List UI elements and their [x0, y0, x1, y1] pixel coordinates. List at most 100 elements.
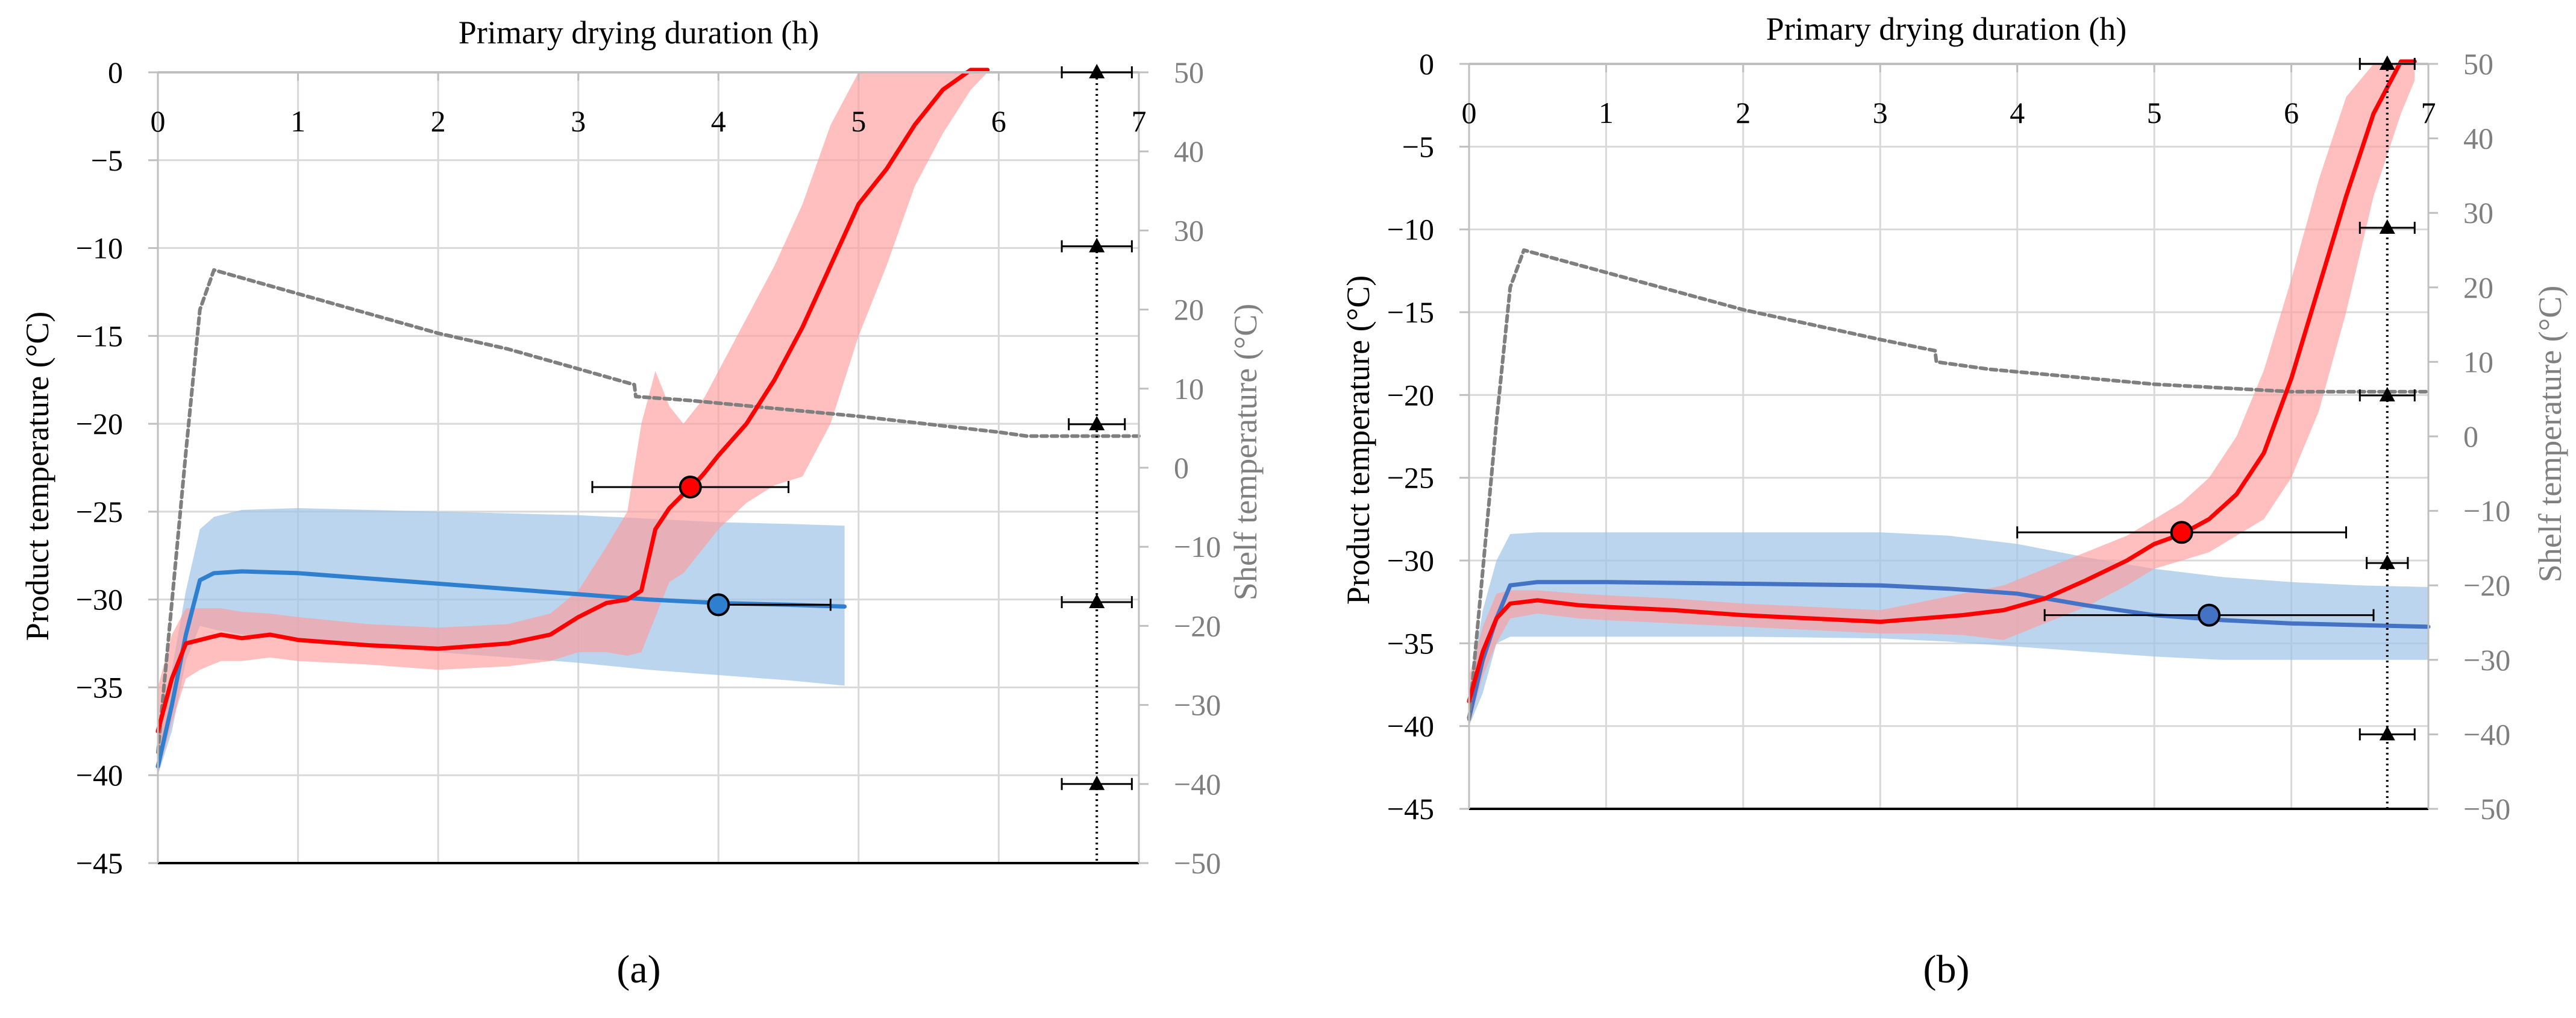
y2-tick-label: 40 [2463, 122, 2493, 156]
y-tick-label: 0 [108, 55, 123, 89]
y-tick-label: −15 [76, 319, 123, 353]
x-tick-label: 5 [2147, 96, 2162, 130]
shelf-temperature-line [1467, 248, 2430, 721]
y-tick-label: −30 [1387, 544, 1434, 577]
x-tick-label: 1 [1599, 96, 1614, 130]
y-tick-label: −35 [1387, 626, 1434, 660]
y-axis-title: Product temperature (°C) [19, 312, 55, 641]
blue-endpoint-marker [2198, 603, 2221, 627]
y2-tick-label: 50 [2463, 47, 2493, 81]
y2-tick-label: 50 [1174, 55, 1204, 89]
tick-labels: 0−5−10−15−20−25−30−35−40−4550403020100−1… [1387, 47, 2510, 826]
x-tick-label: 5 [851, 104, 866, 138]
red-endpoint-marker [2170, 521, 2193, 544]
red-error-band [1469, 64, 2415, 726]
x-tick-label: 6 [2284, 96, 2299, 130]
y-tick-label: −25 [76, 495, 123, 529]
reference-triangle-marker [2379, 55, 2395, 70]
reference-line [1061, 64, 1133, 863]
y-tick-label: −40 [1387, 709, 1434, 743]
series-lines [155, 68, 1141, 769]
y-tick-label: −5 [91, 143, 123, 177]
reference-triangle-marker [1089, 237, 1105, 253]
x-tick-label: 2 [431, 104, 446, 138]
axes [148, 71, 1149, 864]
y-tick-label: −45 [1387, 792, 1434, 826]
x-tick-label: 4 [711, 104, 726, 138]
endpoint-markers [2016, 521, 2375, 627]
y-axis-title: Product temperature (°C) [1340, 275, 1376, 605]
reference-line [2358, 55, 2416, 809]
y2-tick-label: −10 [1174, 530, 1221, 564]
y2-tick-label: 20 [2463, 271, 2493, 304]
y-tick-label: −25 [1387, 461, 1434, 495]
y-tick-label: −30 [76, 583, 123, 617]
y2-tick-label: 30 [2463, 196, 2493, 230]
blue-endpoint-marker [707, 593, 730, 617]
shelf-temperature-line [156, 268, 1141, 755]
y2-tick-label: 30 [1174, 213, 1204, 247]
error-bands [1469, 64, 2428, 726]
axes [1459, 63, 2438, 810]
y-tick-label: −15 [1387, 295, 1434, 329]
x-tick-label: 4 [2010, 96, 2025, 130]
reference-triangle-marker [2379, 219, 2395, 234]
y2-tick-label: 0 [1174, 451, 1189, 485]
reference-triangle-marker [2379, 726, 2395, 741]
endpoint-markers [591, 476, 832, 617]
chart-panel-b: 0−5−10−15−20−25−30−35−40−4550403020100−1… [1340, 11, 2568, 991]
y2-tick-label: −30 [1174, 688, 1221, 722]
y2-axis-title: Shelf temperature (°C) [1227, 304, 1264, 600]
y2-tick-label: 20 [1174, 293, 1204, 327]
x-tick-label: 7 [1132, 104, 1147, 138]
y2-tick-label: −50 [1174, 846, 1221, 880]
x-tick-label: 6 [991, 104, 1006, 138]
x-tick-label: 2 [1735, 96, 1750, 130]
y2-tick-label: −40 [1174, 767, 1221, 801]
y2-axis-title: Shelf temperature (°C) [2532, 286, 2568, 582]
blue-product-temperature-line [1467, 580, 2431, 720]
y-tick-label: 0 [1419, 47, 1434, 81]
x-axis-title: Primary drying duration (h) [459, 14, 819, 51]
y2-tick-label: −30 [2463, 643, 2510, 677]
y2-tick-label: 0 [2463, 419, 2478, 453]
y-tick-label: −5 [1402, 130, 1434, 163]
x-tick-label: 3 [571, 104, 586, 138]
x-tick-label: 0 [151, 104, 166, 138]
series-lines [1467, 59, 2431, 721]
y2-tick-label: −20 [1174, 609, 1221, 643]
panel-label-a: (a) [616, 947, 660, 991]
y-tick-label: −45 [76, 846, 123, 880]
x-tick-label: 3 [1873, 96, 1888, 130]
x-tick-label: 0 [1462, 96, 1477, 130]
x-tick-label: 7 [2421, 96, 2436, 130]
y-tick-label: −10 [1387, 213, 1434, 247]
blue-product-temperature-line [155, 569, 847, 769]
y2-tick-label: −10 [2463, 494, 2510, 528]
reference-triangle-marker [1089, 415, 1105, 430]
chart-panel-a: 0−5−10−15−20−25−30−35−40−4550403020100−1… [19, 14, 1264, 991]
y2-tick-label: −20 [2463, 568, 2510, 602]
x-tick-label: 1 [290, 104, 306, 138]
reference-triangle-marker [1089, 775, 1105, 790]
y-tick-label: −10 [76, 231, 123, 265]
tick-labels: 0−5−10−15−20−25−30−35−40−4550403020100−1… [76, 55, 1221, 880]
y2-tick-label: 40 [1174, 134, 1204, 168]
y-tick-label: −20 [76, 407, 123, 441]
y2-tick-label: −50 [2463, 792, 2510, 826]
y2-tick-label: 10 [2463, 345, 2493, 379]
reference-triangle-marker [2379, 387, 2395, 402]
x-axis-title: Primary drying duration (h) [1766, 11, 2126, 47]
panel-label-b: (b) [1923, 947, 1970, 991]
y2-tick-label: −40 [2463, 717, 2510, 751]
y2-tick-label: 10 [1174, 372, 1204, 406]
y-tick-label: −40 [76, 758, 123, 792]
y-tick-label: −35 [76, 670, 123, 704]
reference-triangle-marker [2379, 555, 2395, 570]
red-product-temperature-line [1467, 59, 2417, 703]
y-tick-label: −20 [1387, 378, 1434, 412]
reference-triangle-marker [1089, 594, 1105, 609]
reference-triangle-marker [1089, 64, 1105, 78]
red-endpoint-marker [678, 476, 702, 499]
